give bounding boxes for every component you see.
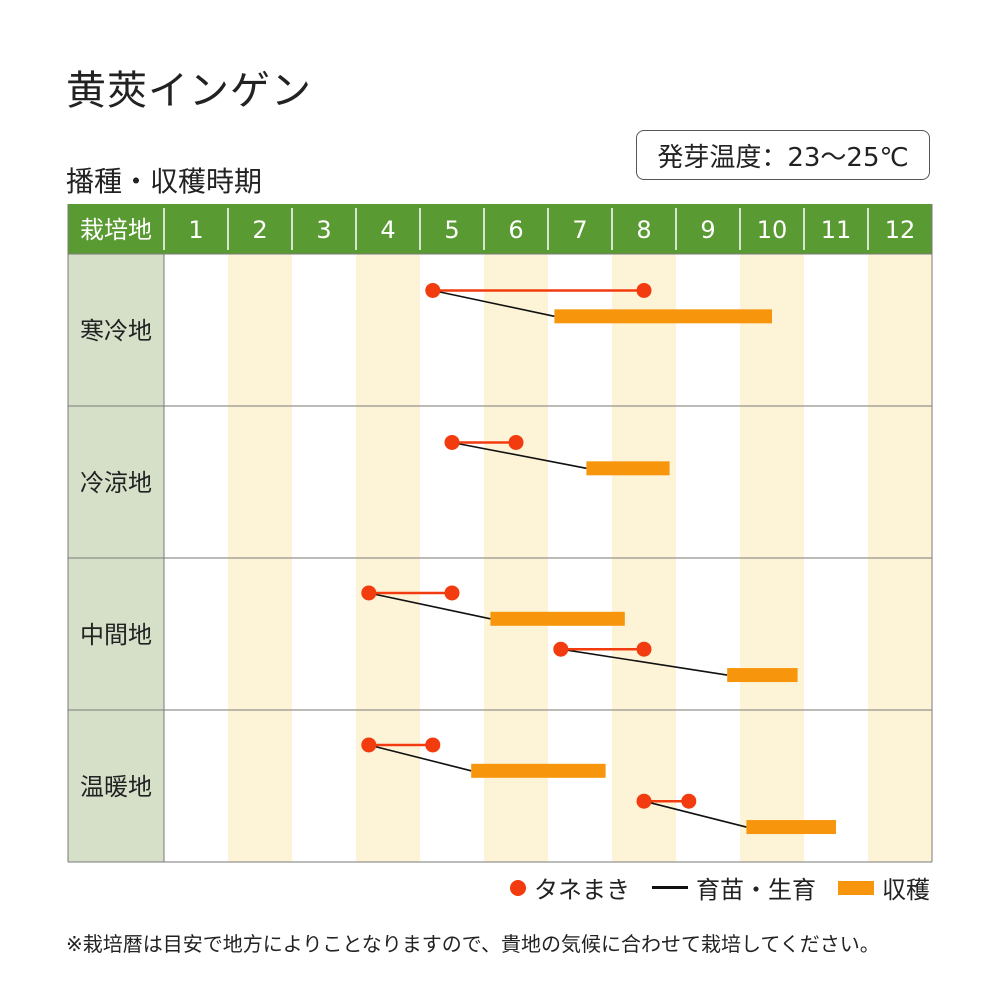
sowing-start-dot [361,585,377,601]
region-label-cell [68,710,164,862]
grid-lines [67,204,933,863]
sowing-start-dot [425,282,441,298]
sowing-end-dot [636,282,652,298]
harvest-bar [586,461,670,476]
sowing-end-dot [636,641,652,657]
legend-item-sowing: タネまき [510,870,630,905]
region-label: 中間地 [80,621,152,649]
chart-subtitle: 播種・収穫時期 [66,165,263,198]
sowing-end-dot [425,737,441,753]
legend-label-sowing: タネまき [534,876,630,904]
header-label: 栽培地 [80,216,152,244]
germination-temperature-badge: 発芽温度：23～25℃ [636,130,930,180]
legend-item-harvest: 収穫 [838,870,930,905]
region-label: 寒冷地 [80,317,152,345]
sowing-start-dot [361,737,377,753]
schedule-marks [361,282,836,835]
month-tick-label: 12 [885,216,916,244]
sowing-end-dot [681,793,697,809]
harvest-bar [471,763,606,778]
month-tick-label: 8 [636,216,651,244]
legend-label-harvest: 収穫 [882,876,930,904]
region-label-cell [68,558,164,710]
page-title: 黄莢インゲン [66,68,312,114]
region-label-cell [68,406,164,558]
month-tick-label: 2 [252,216,267,244]
dot-icon [510,879,526,896]
germination-temperature-text: 発芽温度：23～25℃ [657,142,909,173]
sowing-end-dot [508,434,524,450]
region-label-cell [68,254,164,406]
sowing-start-dot [636,793,652,809]
month-tick-label: 3 [316,216,331,244]
harvest-bar [727,668,798,683]
month-tick-label: 1 [188,216,203,244]
harvest-bar [490,611,625,626]
month-tick-label: 10 [757,216,788,244]
region-label: 冷涼地 [80,469,152,497]
sowing-start-dot [553,641,569,657]
growing-line [643,800,747,828]
line-icon [652,886,688,889]
legend-item-growing: 育苗・生育 [652,870,816,905]
growing-line [451,441,587,470]
bar-icon [838,880,874,895]
growing-line [432,289,555,318]
header-background [68,204,932,254]
month-tick-label: 4 [380,216,395,244]
harvest-bar [746,820,836,835]
month-tick-label: 11 [821,216,852,244]
month-tick-label: 6 [508,216,523,244]
harvest-bar [554,309,772,324]
sowing-start-dot [444,434,460,450]
growing-line [560,648,728,676]
month-tick-label: 7 [572,216,587,244]
growing-line [368,744,472,772]
month-header: 栽培地 1 2 3 4 5 6 7 8 9 10 11 12 [68,204,932,254]
legend-label-growing: 育苗・生育 [696,876,816,904]
chart-legend: タネまき 育苗・生育 収穫 [496,870,930,905]
region-label: 温暖地 [80,773,152,801]
growing-line [368,592,491,620]
month-tick-label: 9 [700,216,715,244]
footnote: ※栽培暦は目安で地方によりことなりますので、貴地の気候に合わせて栽培してください… [66,932,880,956]
month-tick-label: 5 [444,216,459,244]
sowing-end-dot [444,585,460,601]
